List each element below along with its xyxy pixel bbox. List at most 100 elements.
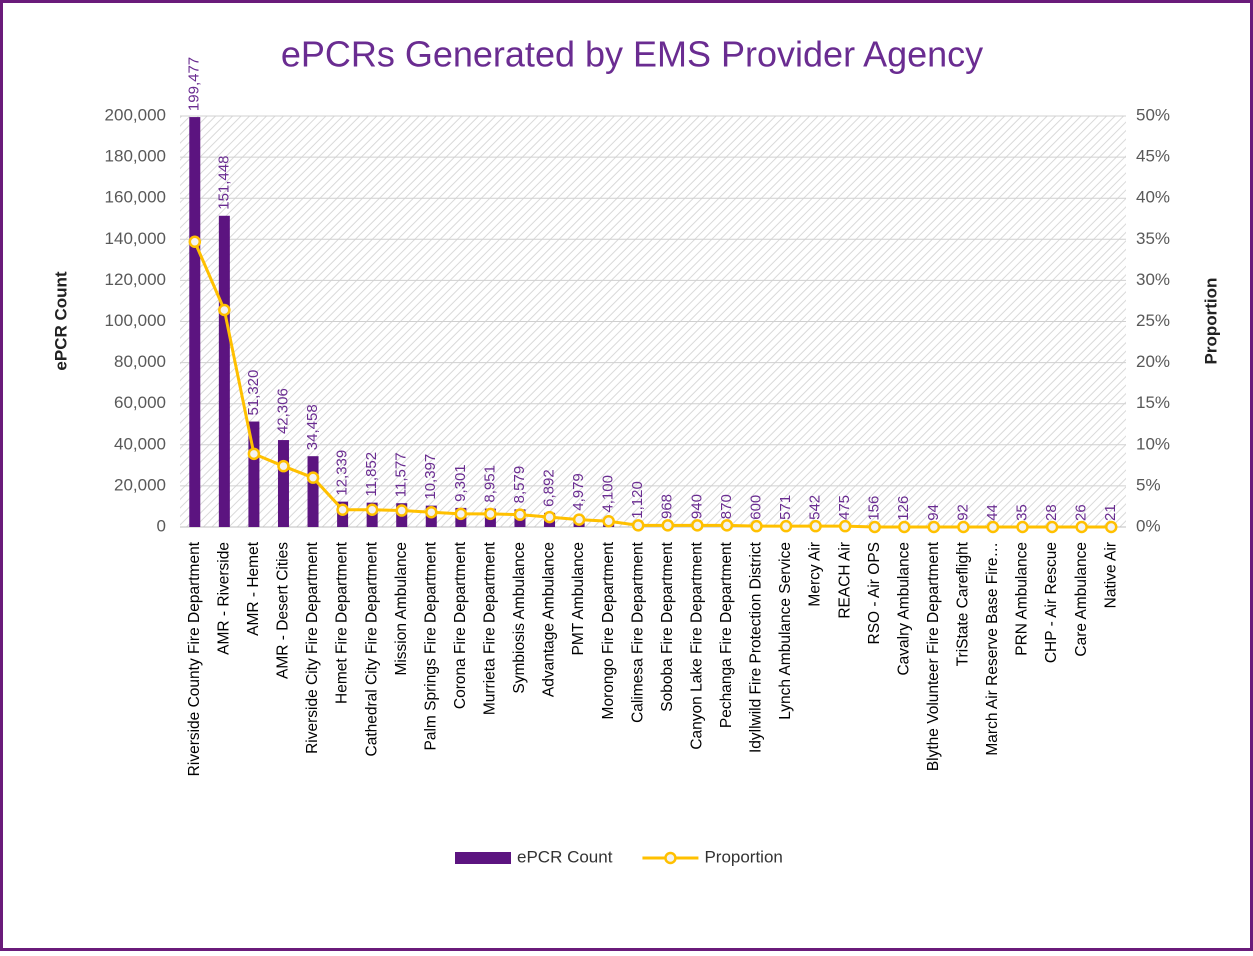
y-tick-label: 160,000 bbox=[105, 188, 166, 207]
y2-tick-label: 10% bbox=[1136, 434, 1170, 453]
x-tick-label: Riverside City Fire Department bbox=[304, 541, 321, 754]
line-marker bbox=[545, 512, 555, 522]
legend-swatch-marker bbox=[665, 853, 675, 863]
chart-title: ePCRs Generated by EMS Provider Agency bbox=[281, 34, 983, 75]
line-marker bbox=[515, 510, 525, 520]
data-label: 42,306 bbox=[274, 388, 291, 434]
y2-axis-label: Proportion bbox=[1201, 278, 1220, 365]
data-label: 4,979 bbox=[570, 473, 587, 511]
line-marker bbox=[870, 522, 880, 532]
data-label: 34,458 bbox=[304, 404, 321, 450]
bar bbox=[308, 456, 319, 527]
data-label: 968 bbox=[659, 494, 676, 519]
data-label: 126 bbox=[895, 496, 912, 521]
data-label: 870 bbox=[718, 494, 735, 519]
x-tick-label: AMR - Desert Cities bbox=[275, 542, 292, 679]
x-tick-label: Mission Ambulance bbox=[393, 542, 410, 676]
line-marker bbox=[958, 522, 968, 532]
line-marker bbox=[840, 521, 850, 531]
y-tick-label: 40,000 bbox=[114, 434, 166, 453]
data-label: 44 bbox=[984, 504, 1001, 521]
line-marker bbox=[1106, 522, 1116, 532]
line-marker bbox=[426, 507, 436, 517]
line-marker bbox=[604, 516, 614, 526]
y2-tick-label: 45% bbox=[1136, 147, 1170, 166]
x-tick-label: Cathedral City Fire Department bbox=[363, 541, 380, 756]
data-label: 4,100 bbox=[600, 475, 617, 513]
line-marker bbox=[278, 461, 288, 471]
x-tick-label: AMR - Hemet bbox=[245, 541, 262, 636]
y-tick-label: 100,000 bbox=[105, 311, 166, 330]
data-label: 8,579 bbox=[511, 466, 528, 504]
y-tick-label: 200,000 bbox=[105, 105, 166, 124]
y2-tick-label: 20% bbox=[1136, 352, 1170, 371]
line-marker bbox=[722, 520, 732, 530]
y2-tick-label: 5% bbox=[1136, 475, 1161, 494]
x-tick-label: Murrieta Fire Department bbox=[482, 541, 499, 715]
bar bbox=[278, 440, 289, 527]
x-tick-label: Pechanga Fire Department bbox=[718, 541, 735, 728]
legend-label: Proportion bbox=[704, 847, 782, 866]
x-tick-label: Hemet Fire Department bbox=[334, 541, 351, 704]
line-marker bbox=[485, 509, 495, 519]
y2-tick-label: 25% bbox=[1136, 311, 1170, 330]
x-tick-label: Corona Fire Department bbox=[452, 541, 469, 709]
x-tick-label: Native Air bbox=[1102, 542, 1119, 608]
data-label: 156 bbox=[866, 496, 883, 521]
line-marker bbox=[899, 522, 909, 532]
line-marker bbox=[456, 509, 466, 519]
data-label: 475 bbox=[836, 495, 853, 520]
x-tick-label: Lynch Ambulance Service bbox=[777, 542, 794, 720]
y2-tick-label: 0% bbox=[1136, 516, 1161, 535]
y2-tick-label: 35% bbox=[1136, 229, 1170, 248]
data-label: 571 bbox=[777, 495, 794, 520]
data-label: 94 bbox=[925, 504, 942, 521]
line-marker bbox=[1018, 522, 1028, 532]
line-marker bbox=[751, 521, 761, 531]
x-tick-label: Blythe Volunteer Fire Department bbox=[925, 541, 942, 771]
line-marker bbox=[249, 449, 259, 459]
y2-tick-label: 15% bbox=[1136, 393, 1170, 412]
y-tick-label: 80,000 bbox=[114, 352, 166, 371]
data-label: 9,301 bbox=[452, 464, 469, 502]
data-label: 92 bbox=[954, 504, 971, 521]
line-marker bbox=[367, 505, 377, 515]
line-marker bbox=[397, 506, 407, 516]
data-label: 199,477 bbox=[186, 57, 203, 111]
line-marker bbox=[219, 305, 229, 315]
x-tick-label: Symbiosis Ambulance bbox=[511, 542, 528, 694]
legend-swatch bbox=[455, 852, 511, 864]
line-marker bbox=[574, 515, 584, 525]
x-tick-label: PRN Ambulance bbox=[1014, 542, 1031, 656]
data-label: 10,397 bbox=[422, 454, 439, 500]
x-tick-label: Palm Springs Fire Department bbox=[422, 541, 439, 750]
line-marker bbox=[929, 522, 939, 532]
data-label: 21 bbox=[1102, 504, 1119, 521]
data-label: 940 bbox=[688, 494, 705, 519]
x-tick-label: March Air Reserve Base Fire… bbox=[984, 542, 1001, 756]
x-tick-label: Canyon Lake Fire Department bbox=[688, 541, 705, 749]
y-tick-label: 0 bbox=[157, 516, 166, 535]
data-label: 11,852 bbox=[363, 452, 380, 497]
legend-label: ePCR Count bbox=[517, 847, 613, 866]
bar bbox=[189, 117, 200, 527]
line-marker bbox=[663, 520, 673, 530]
y-tick-label: 180,000 bbox=[105, 147, 166, 166]
line-marker bbox=[633, 520, 643, 530]
y-tick-label: 60,000 bbox=[114, 393, 166, 412]
x-tick-label: REACH Air bbox=[836, 542, 853, 619]
x-tick-label: PMT Ambulance bbox=[570, 542, 587, 655]
y-axis-label: ePCR Count bbox=[51, 271, 70, 371]
x-tick-label: CHP - Air Rescue bbox=[1043, 542, 1060, 663]
line-marker bbox=[811, 521, 821, 531]
y2-tick-label: 50% bbox=[1136, 105, 1170, 124]
data-label: 51,320 bbox=[245, 370, 262, 416]
line-marker bbox=[338, 505, 348, 515]
line-marker bbox=[988, 522, 998, 532]
data-label: 6,892 bbox=[541, 469, 558, 507]
data-label: 1,120 bbox=[629, 481, 646, 519]
line-marker bbox=[781, 521, 791, 531]
x-tick-label: Soboba Fire Department bbox=[659, 541, 676, 711]
y2-tick-label: 30% bbox=[1136, 270, 1170, 289]
